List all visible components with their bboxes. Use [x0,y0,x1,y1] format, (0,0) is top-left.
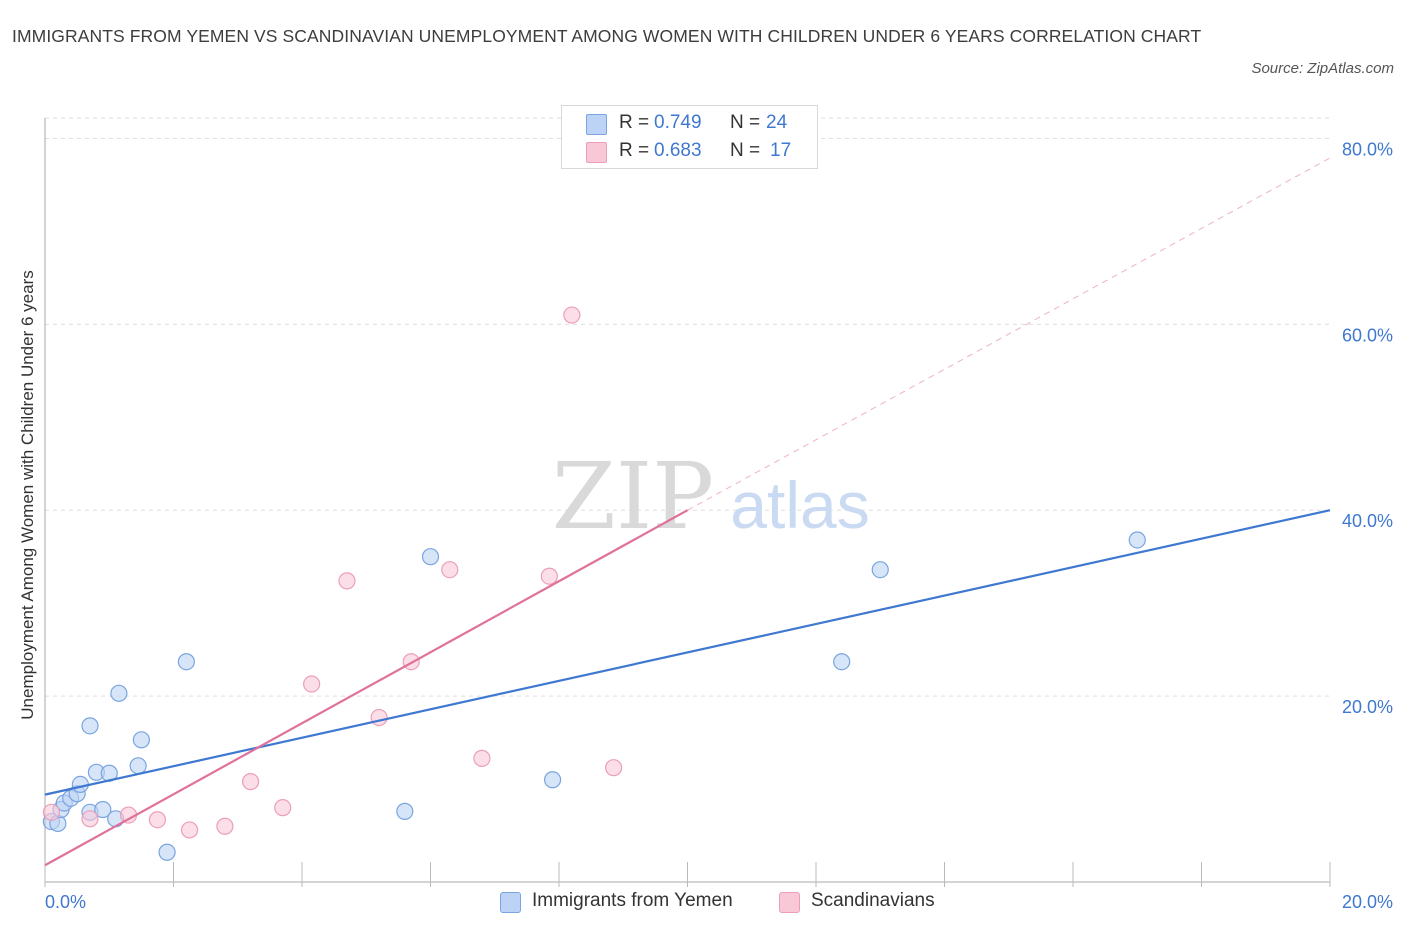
data-points [42,306,1146,861]
legend-swatch-pink [586,142,607,163]
yemen-point [177,653,195,671]
y-tick-label: 20.0% [1342,697,1393,717]
scandinavian-point [338,572,356,590]
y-axis-label: Unemployment Among Women with Children U… [18,270,37,719]
stats-legend: R = 0.749 N = 24 R = 0.683 N = 17 [561,105,818,169]
legend-r-label: R = [619,140,650,161]
scandinavian-point [605,759,623,777]
scandinavian-point [303,675,321,693]
watermark-zip: ZIP [552,443,714,550]
scandinavian-point [180,821,199,839]
x-tick-label: 0.0% [45,892,86,912]
legend-swatch-blue [586,114,607,135]
x-tick-label: 20.0% [1342,892,1393,912]
scandinavian-point [563,306,581,324]
yemen-point [1128,531,1146,549]
y-tick-label: 40.0% [1342,511,1393,531]
watermark-atlas: atlas [730,468,869,542]
yemen-point [158,843,176,861]
gridlines [45,117,1330,697]
yemen-point [871,561,889,579]
scandinavian-trend-line [44,509,689,867]
scandinavian-point [370,708,388,727]
scandinavian-point [441,561,459,579]
yemen-point [421,548,440,566]
legend-r-value: 0.683 [654,140,702,161]
legend-n-label: N = [730,112,761,133]
yemen-point [833,653,851,671]
chart-title: IMMIGRANTS FROM YEMEN VS SCANDINAVIAN UN… [12,26,1202,46]
legend-label: Immigrants from Yemen [532,890,733,911]
legend-r-value: 0.749 [654,112,702,133]
y-tick-label: 60.0% [1342,325,1393,345]
legend-label: Scandinavians [811,890,935,911]
legend-swatch-pink [779,892,800,913]
yemen-point [396,802,414,820]
legend-n-value: 17 [770,140,792,161]
yemen-point [543,771,562,789]
y-tick-label: 80.0% [1342,139,1393,159]
scandinavian-point [540,567,558,585]
scandinavian-point [148,811,167,829]
yemen-point [71,775,89,794]
tick-labels: 20.0% 40.0% 60.0% 80.0% 0.0% 20.0% [45,139,1393,912]
yemen-point [81,717,99,735]
scandinavian-point [473,749,491,767]
scandinavian-point [42,803,61,821]
scandinavian-point [81,810,99,828]
yemen-point [110,684,128,702]
scandinavian-point [274,799,292,817]
legend-n-value: 24 [766,112,788,133]
legend-r-label: R = [619,112,650,133]
legend-swatch-blue [500,892,521,913]
scandinavian-point [216,817,234,835]
yemen-point [94,800,112,819]
yemen-point [129,757,147,775]
scandinavian-trend-extension [687,157,1331,511]
trend-lines [44,157,1331,867]
legend-n-label: N = [730,140,761,161]
source-note: Source: ZipAtlas.com [1251,60,1394,77]
axes [44,118,1331,887]
yemen-point [132,731,150,749]
yemen-trend-line [44,509,1331,796]
scandinavian-point [242,773,260,791]
